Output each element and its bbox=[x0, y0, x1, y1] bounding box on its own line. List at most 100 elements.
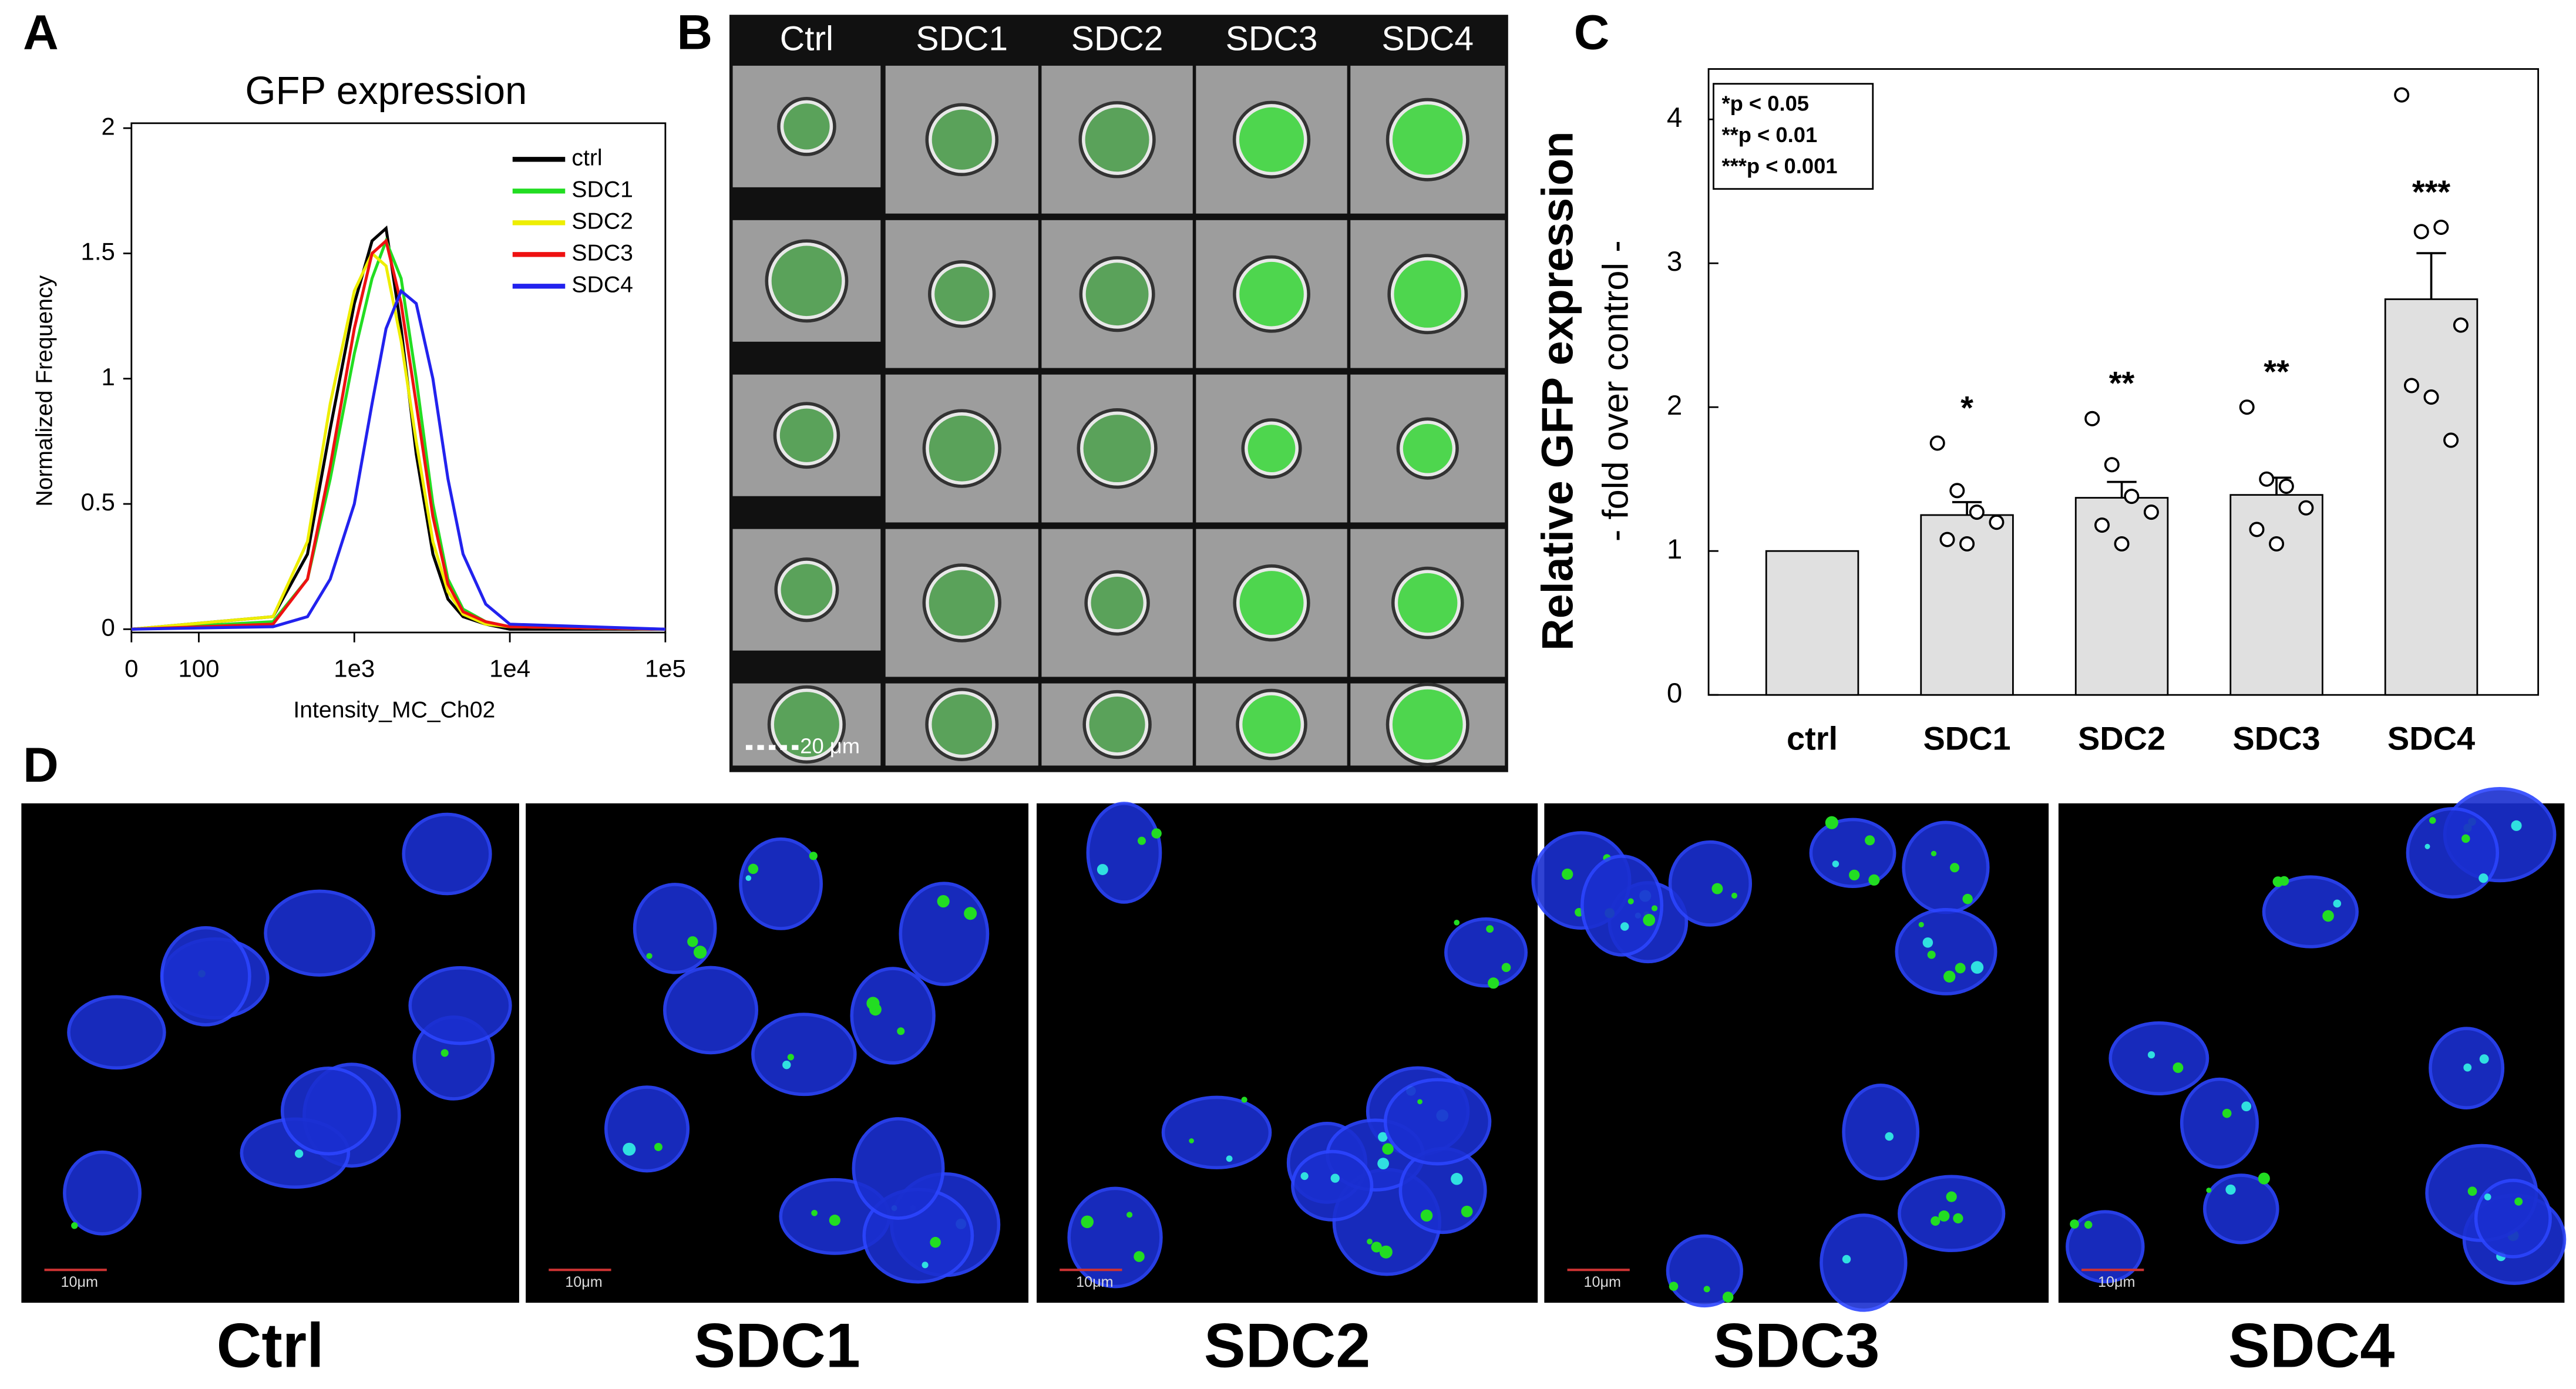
x-axis-label: Intensity_MC_Ch02 bbox=[293, 698, 495, 723]
data-point bbox=[2413, 224, 2429, 240]
legend-label: SDC2 bbox=[571, 209, 633, 234]
column-header: Ctrl bbox=[780, 19, 833, 58]
cell-fluorescence bbox=[771, 245, 842, 317]
cell-fluorescence bbox=[1239, 107, 1304, 172]
bar bbox=[1765, 550, 1859, 696]
column-header: SDC1 bbox=[916, 19, 1008, 58]
gfp-spot bbox=[71, 1222, 78, 1229]
nucleus bbox=[1668, 840, 1753, 927]
cell-fluorescence bbox=[929, 415, 995, 482]
significance: ** bbox=[2264, 353, 2289, 390]
error-bar bbox=[1952, 501, 1982, 515]
gfp-spot bbox=[2084, 1220, 2093, 1229]
data-point bbox=[2433, 219, 2449, 235]
data-point bbox=[1959, 536, 1975, 551]
nucleus bbox=[67, 995, 166, 1070]
gfp-spot bbox=[922, 1262, 929, 1269]
gfp-spot bbox=[930, 1236, 941, 1248]
gfp-spot bbox=[687, 936, 698, 947]
data-point bbox=[1939, 532, 1955, 547]
micrograph: 10μm bbox=[526, 803, 1029, 1303]
micrograph: 10μm bbox=[1037, 802, 1538, 1303]
cell-fluorescence bbox=[783, 103, 830, 150]
panel-label: B bbox=[677, 5, 712, 60]
gfp-spot bbox=[1378, 1132, 1388, 1142]
nucleus bbox=[2066, 1210, 2145, 1284]
data-point bbox=[1989, 514, 2005, 530]
cell-fluorescence bbox=[934, 267, 990, 322]
legend-label: SDC1 bbox=[571, 177, 633, 203]
nucleus bbox=[1820, 1213, 1908, 1312]
gfp-spot bbox=[2463, 1063, 2472, 1072]
gfp-spot bbox=[1825, 816, 1838, 829]
nucleus bbox=[1580, 854, 1664, 957]
gfp-spot bbox=[1137, 836, 1146, 845]
gfp-spot bbox=[1241, 1097, 1247, 1103]
data-point bbox=[2143, 505, 2159, 520]
data-point bbox=[2394, 87, 2410, 103]
y-axis-label: Relative GFP expression bbox=[1533, 132, 1582, 651]
gfp-spot bbox=[2147, 1051, 2155, 1059]
y-tick-label: 1 bbox=[1667, 534, 1682, 565]
x-tick-label: SDC1 bbox=[1923, 719, 2010, 756]
nucleus bbox=[280, 1066, 377, 1156]
gfp-spot bbox=[1927, 950, 1936, 959]
y-tick-label: 4 bbox=[1667, 102, 1682, 133]
nucleus bbox=[402, 812, 492, 896]
gfp-spot bbox=[1382, 1143, 1394, 1155]
gfp-spot bbox=[1946, 1191, 1957, 1202]
series-line bbox=[131, 238, 665, 631]
gfp-spot bbox=[1367, 1239, 1373, 1245]
y-tick-label: 0 bbox=[101, 613, 115, 641]
scale-label: 10μm bbox=[1076, 1274, 1113, 1290]
nucleus bbox=[160, 926, 251, 1027]
gfp-spot bbox=[2511, 820, 2522, 831]
gfp-spot bbox=[2479, 873, 2488, 883]
gfp-spot bbox=[964, 907, 977, 920]
nucleus bbox=[1067, 1186, 1163, 1289]
significance: * bbox=[1960, 389, 1973, 426]
cell-fluorescence bbox=[1242, 695, 1301, 754]
gfp-spot bbox=[897, 1027, 905, 1035]
gfp-spot bbox=[1711, 883, 1723, 894]
y-tick-label: 0 bbox=[1667, 678, 1682, 709]
x-tick-label: SDC2 bbox=[2078, 719, 2165, 756]
gfp-spot bbox=[1488, 977, 1499, 989]
cell-fluorescence bbox=[1239, 261, 1304, 327]
gfp-spot bbox=[1501, 963, 1511, 973]
x-tick-label: 1e5 bbox=[645, 654, 686, 682]
gfp-spot bbox=[1918, 921, 1924, 928]
cell-fluorescence bbox=[774, 692, 839, 758]
nucleus bbox=[2180, 1077, 2259, 1169]
micrograph-label: SDC2 bbox=[1204, 1310, 1371, 1380]
data-point bbox=[2423, 389, 2439, 405]
gfp-spot bbox=[1461, 1205, 1473, 1218]
error-bar bbox=[2107, 480, 2137, 498]
gfp-spot bbox=[2173, 1062, 2184, 1073]
cell-fluorescence bbox=[1089, 697, 1145, 753]
gfp-spot bbox=[811, 1209, 818, 1216]
gfp-spot bbox=[2484, 1193, 2491, 1200]
nucleus bbox=[1291, 1149, 1374, 1222]
gfp-spot bbox=[1955, 963, 1966, 974]
nucleus bbox=[264, 889, 375, 977]
gfp-spot bbox=[2258, 1172, 2270, 1185]
micrograph-label: Ctrl bbox=[217, 1310, 324, 1380]
nucleus bbox=[1898, 1175, 2006, 1252]
cell-fluorescence bbox=[779, 408, 834, 462]
gfp-spot bbox=[1962, 893, 1973, 904]
cell-fluorescence bbox=[931, 109, 992, 170]
gfp-spot bbox=[1922, 937, 1933, 948]
nucleus bbox=[1842, 1083, 1920, 1181]
y-tick-label: 3 bbox=[1667, 246, 1682, 277]
series-line bbox=[131, 251, 665, 631]
gfp-spot bbox=[2467, 1186, 2477, 1196]
gfp-spot bbox=[1885, 1132, 1894, 1141]
cell-fluorescence bbox=[931, 694, 993, 755]
nucleus bbox=[2108, 1021, 2210, 1096]
gfp-spot bbox=[1842, 1255, 1851, 1264]
gfp-spot bbox=[1868, 874, 1880, 886]
gfp-spot bbox=[2206, 1188, 2212, 1193]
panel-label: D bbox=[23, 737, 59, 792]
